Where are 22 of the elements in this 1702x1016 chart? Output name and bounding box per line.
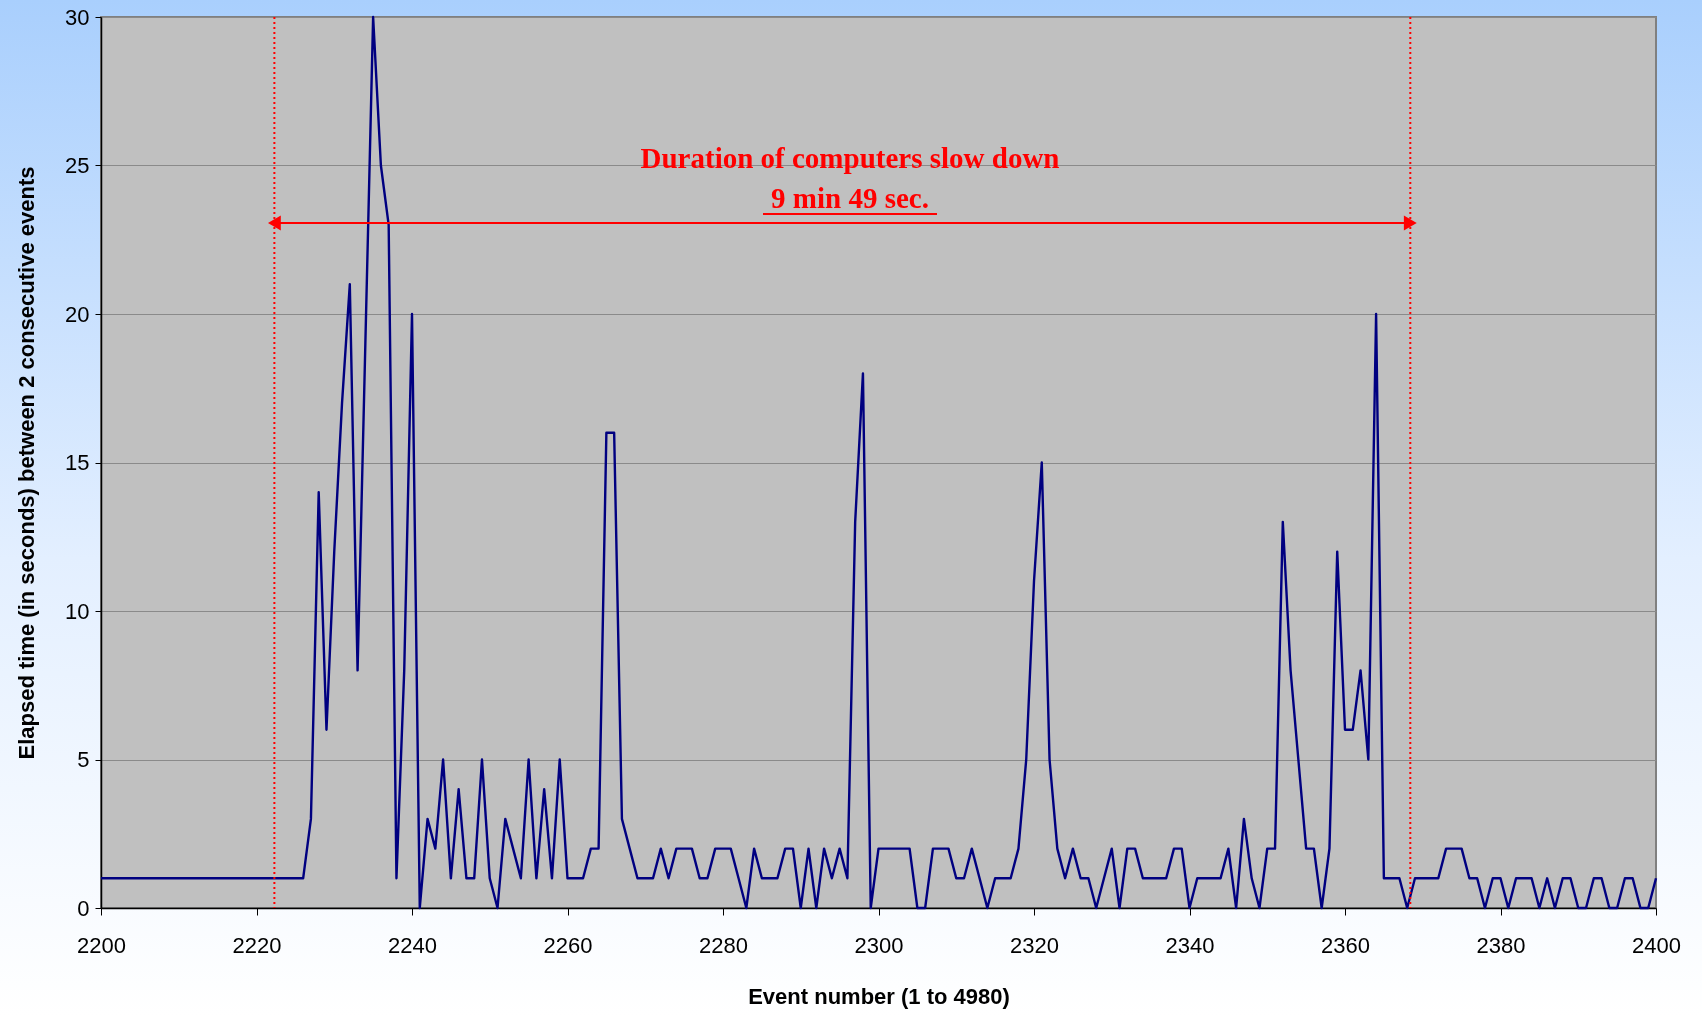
y-tick-label: 10 xyxy=(65,598,90,624)
y-axis-title: Elapsed time (in seconds) between 2 consecutive events xyxy=(14,166,40,760)
x-tick-label: 2400 xyxy=(1632,932,1681,958)
y-tick-label: 30 xyxy=(65,4,90,30)
y-tick-label: 5 xyxy=(77,747,90,772)
x-tick-label: 2200 xyxy=(77,932,126,958)
y-tick-label: 0 xyxy=(77,895,90,921)
x-tick-label: 2360 xyxy=(1321,932,1370,958)
annotation: Duration of computers slow down xyxy=(640,142,1060,174)
x-tick-label: 2340 xyxy=(1165,932,1215,958)
y-tick-label: 15 xyxy=(65,450,90,475)
x-axis-title: Event number (1 to 4980) xyxy=(748,983,1010,1009)
x-tick-label: 2260 xyxy=(543,932,593,958)
annotation: 9 min 49 sec. xyxy=(771,182,929,214)
x-tick-label: 2300 xyxy=(854,932,904,958)
x-tick-label: 2380 xyxy=(1476,932,1526,958)
y-tick-label: 20 xyxy=(65,301,90,327)
x-tick-label: 2220 xyxy=(232,932,282,958)
x-tick-label: 2280 xyxy=(699,932,748,958)
x-tick-label: 2240 xyxy=(388,932,437,958)
y-tick-label: 25 xyxy=(65,153,90,178)
x-tick-label: 2320 xyxy=(1010,932,1059,958)
